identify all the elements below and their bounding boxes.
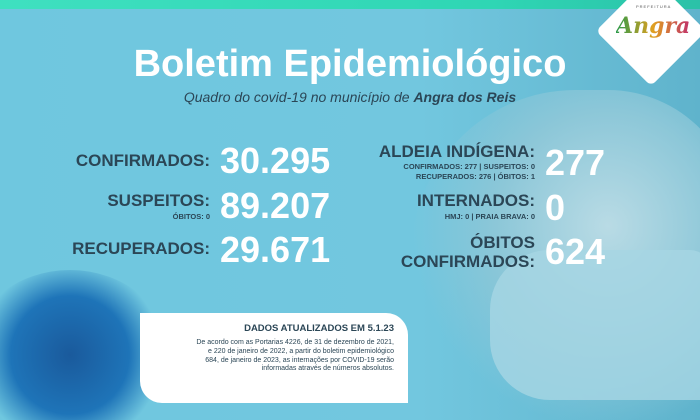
internados-label: INTERNADOS:	[416, 191, 535, 210]
confirmados-value: 30.295	[220, 140, 331, 181]
note-heading: DADOS ATUALIZADOS EM 5.1.23	[244, 323, 394, 334]
top-bar	[0, 0, 700, 9]
logo-prefeitura: PREFEITURA	[636, 4, 672, 9]
confirmados-label: CONFIRMADOS:	[75, 151, 210, 170]
subtitle-place: Angra dos Reis	[413, 89, 517, 105]
suspeitos-value: 89.207	[220, 185, 331, 226]
page-title: Boletim Epidemiológico	[133, 43, 567, 85]
aldeia-sub1: CONFIRMADOS: 277 | SUSPEITOS: 0	[403, 162, 535, 171]
internados-value: 0	[545, 187, 566, 228]
internados-sub: HMJ: 0 | PRAIA BRAVA: 0	[444, 212, 535, 221]
recuperados-label: RECUPERADOS:	[72, 239, 210, 258]
logo-angra: Angra	[616, 13, 691, 39]
suspeitos-label: SUSPEITOS:	[107, 191, 210, 210]
aldeia-value: 277	[545, 142, 606, 183]
update-note: DADOS ATUALIZADOS EM 5.1.23 De acordo co…	[140, 313, 408, 403]
note-body: De acordo com as Portarias 4226, de 31 d…	[196, 339, 394, 373]
obitos-label-2: CONFIRMADOS:	[400, 252, 535, 271]
recuperados-value: 29.671	[220, 229, 331, 270]
subtitle-prefix: Quadro do covid-19 no município de	[183, 89, 414, 105]
aldeia-label: ALDEIA INDÍGENA:	[378, 142, 535, 161]
obitos-value: 624	[545, 231, 606, 272]
obitos-label-1: ÓBITOS	[470, 233, 535, 252]
face-mask-image	[490, 250, 700, 400]
suspeitos-obitos: ÓBITOS: 0	[172, 212, 210, 221]
aldeia-sub2: RECUPERADOS: 276 | ÓBITOS: 1	[415, 172, 535, 181]
page-subtitle: Quadro do covid-19 no município de Angra…	[0, 89, 700, 105]
